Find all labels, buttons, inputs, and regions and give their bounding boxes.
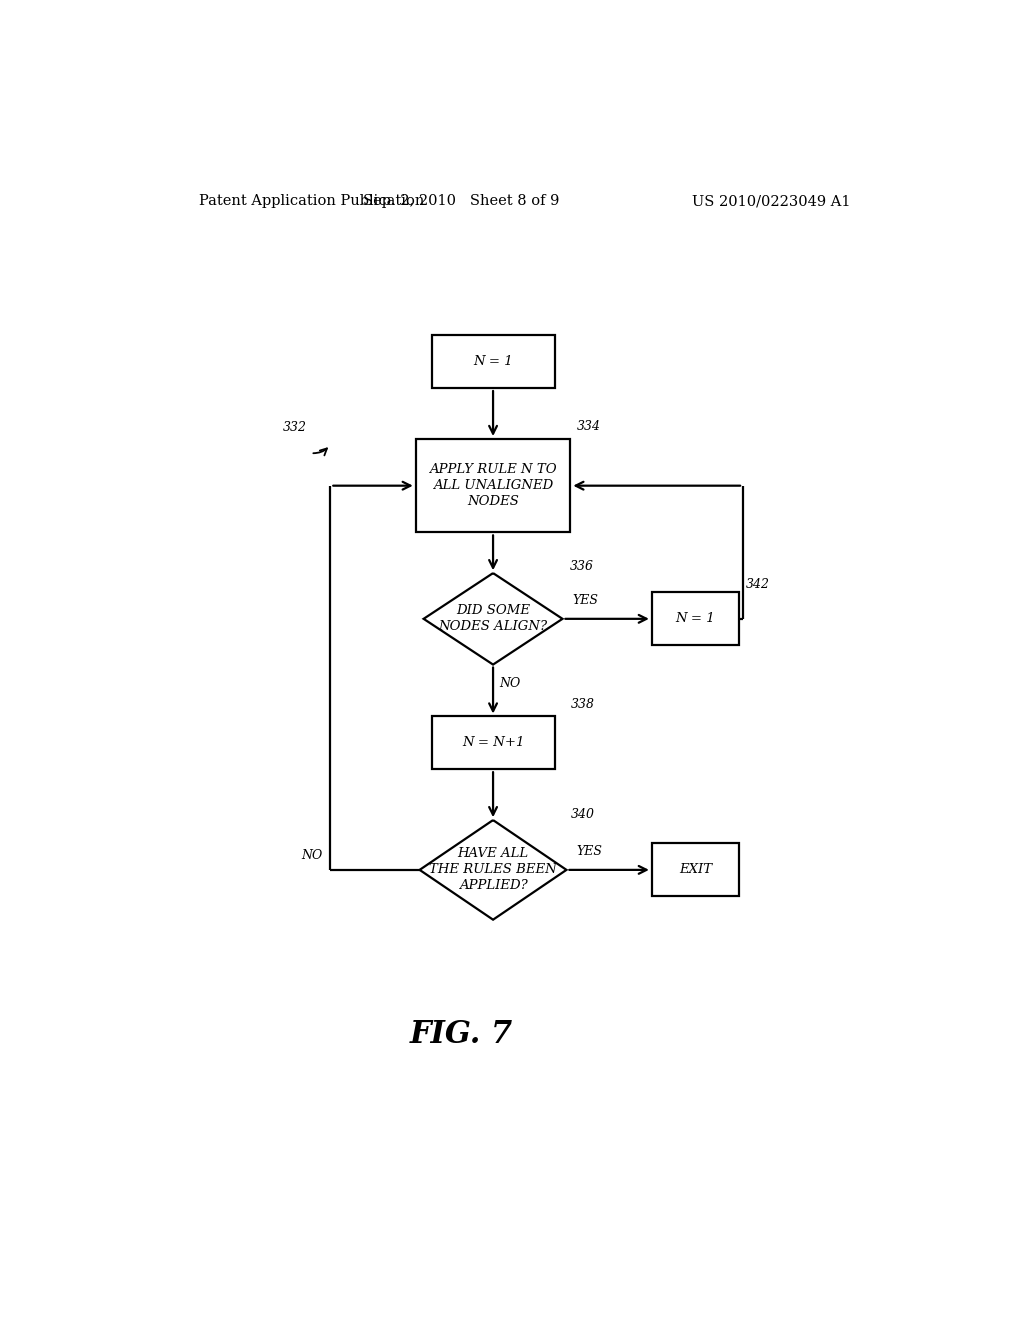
Polygon shape <box>420 820 566 920</box>
Text: US 2010/0223049 A1: US 2010/0223049 A1 <box>691 194 850 209</box>
Text: NO: NO <box>500 677 520 690</box>
Polygon shape <box>424 573 562 664</box>
Text: 340: 340 <box>570 808 595 821</box>
Text: EXIT: EXIT <box>679 863 712 876</box>
FancyBboxPatch shape <box>651 593 739 645</box>
Text: APPLY RULE N TO
ALL UNALIGNED
NODES: APPLY RULE N TO ALL UNALIGNED NODES <box>429 463 557 508</box>
Text: 342: 342 <box>745 578 769 591</box>
FancyBboxPatch shape <box>431 717 555 770</box>
Text: Patent Application Publication: Patent Application Publication <box>200 194 425 209</box>
Text: N = N+1: N = N+1 <box>462 737 524 750</box>
Text: YES: YES <box>575 845 602 858</box>
Text: NO: NO <box>301 849 323 862</box>
Text: YES: YES <box>572 594 598 607</box>
Text: FIG. 7: FIG. 7 <box>410 1019 513 1049</box>
Text: 338: 338 <box>570 698 595 711</box>
Text: 332: 332 <box>283 421 306 434</box>
Text: 336: 336 <box>570 560 594 573</box>
Text: N = 1: N = 1 <box>676 612 715 626</box>
Text: N = 1: N = 1 <box>473 355 513 368</box>
Text: 334: 334 <box>577 420 600 433</box>
Text: HAVE ALL
THE RULES BEEN
APPLIED?: HAVE ALL THE RULES BEEN APPLIED? <box>429 847 557 892</box>
FancyBboxPatch shape <box>431 335 555 388</box>
Text: DID SOME
NODES ALIGN?: DID SOME NODES ALIGN? <box>438 605 548 634</box>
Text: Sep. 2, 2010   Sheet 8 of 9: Sep. 2, 2010 Sheet 8 of 9 <box>364 194 559 209</box>
FancyBboxPatch shape <box>651 843 739 896</box>
FancyBboxPatch shape <box>416 440 570 532</box>
